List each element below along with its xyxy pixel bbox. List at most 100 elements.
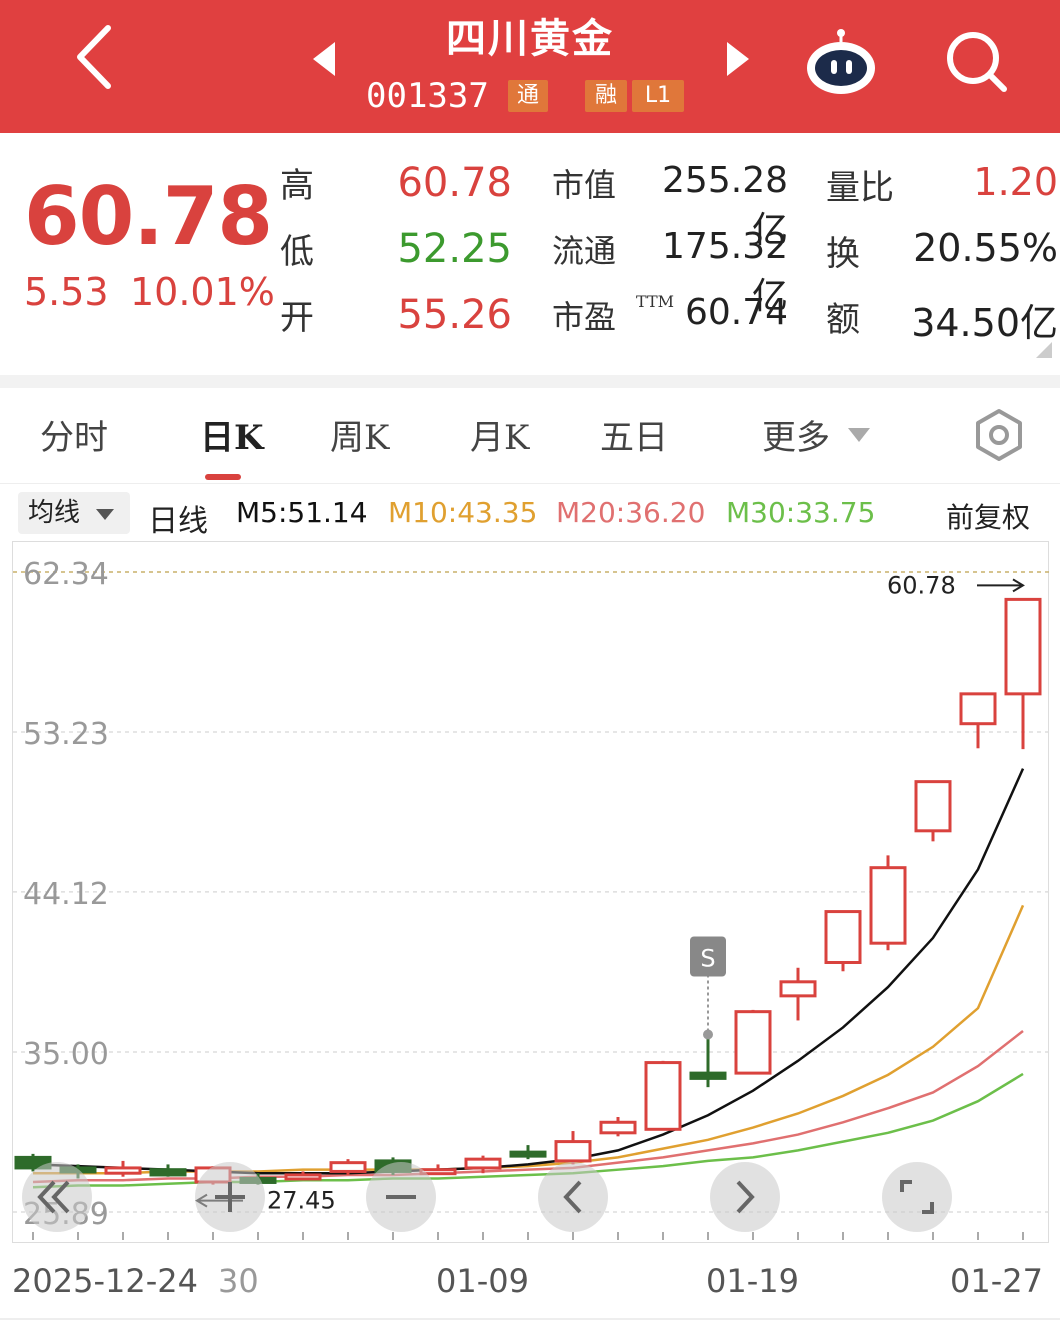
period-tabs: 分时 日K 周K 月K 五日 更多 <box>0 388 1060 484</box>
zoom-in-button[interactable] <box>195 1162 265 1232</box>
turnover-value: 20.55% <box>913 226 1058 270</box>
x-label-start: 2025-12-24 <box>12 1262 198 1300</box>
high-value: 60.78 <box>397 160 512 206</box>
mcap-label: 市值 <box>552 166 617 204</box>
tab-more[interactable]: 更多 <box>762 418 830 458</box>
candle-body <box>914 780 952 833</box>
scroll-start-button[interactable] <box>22 1162 92 1232</box>
tag-rong: 融 <box>585 80 627 112</box>
candle-body <box>284 1173 322 1181</box>
x-label-0119: 01-19 <box>706 1262 799 1300</box>
signal-badge <box>690 936 726 977</box>
candle-body <box>644 1061 682 1131</box>
caret-down-icon <box>96 508 115 520</box>
mcap-value: 255.28亿 <box>662 160 788 251</box>
adjust-mode[interactable]: 前复权 <box>946 501 1031 534</box>
minus-icon <box>386 1195 416 1199</box>
low-label: 低 <box>280 232 314 272</box>
double-chevron-left-icon <box>37 1180 70 1214</box>
scroll-left-button[interactable] <box>538 1162 608 1232</box>
pe-label: 市盈 <box>552 298 617 336</box>
expand-corner-icon[interactable] <box>1036 342 1052 358</box>
fullscreen-button[interactable] <box>882 1162 952 1232</box>
divider <box>0 375 1060 388</box>
float-value: 175.32亿 <box>662 226 788 317</box>
amount-label: 额 <box>826 300 860 340</box>
max-arrow-head <box>1012 578 1025 593</box>
high-label: 高 <box>280 166 314 206</box>
settings-icon[interactable] <box>974 408 1024 462</box>
volume-ratio-label: 量比 <box>826 168 894 208</box>
amount-value: 34.50亿 <box>911 301 1058 345</box>
next-stock-icon[interactable] <box>727 42 749 76</box>
search-icon[interactable] <box>943 28 1009 94</box>
tab-five-day[interactable]: 五日 <box>600 418 668 458</box>
ma-selector[interactable]: 均线 <box>18 492 130 534</box>
fullscreen-icon <box>900 1180 934 1214</box>
scroll-right-button[interactable] <box>710 1162 780 1232</box>
zoom-out-button[interactable] <box>366 1162 436 1232</box>
candle-body <box>104 1166 142 1175</box>
min-price-label: 27.45 <box>267 1187 336 1215</box>
y-tick-label: 35.00 <box>23 1037 109 1072</box>
candle-body <box>869 866 907 945</box>
y-tick-label: 62.34 <box>23 557 109 592</box>
bottom-divider <box>0 1318 1060 1320</box>
stock-name: 四川黄金 <box>446 16 614 62</box>
candle-body <box>1004 597 1042 696</box>
signal-dot <box>703 1029 713 1040</box>
ma5-value: M5:51.14 <box>236 496 368 529</box>
tab-weekly-k[interactable]: 周K <box>330 418 390 458</box>
m20-line <box>32 1029 1024 1184</box>
chevron-left-icon <box>563 1180 582 1214</box>
x-label-0109: 01-09 <box>436 1262 529 1300</box>
m10-line <box>33 904 1025 1175</box>
stock-code: 001337 <box>366 76 489 116</box>
tab-daily-k[interactable]: 日K <box>200 418 264 458</box>
x-label-30: 30 <box>218 1262 259 1300</box>
open-value: 55.26 <box>397 292 512 338</box>
candle-body <box>959 692 997 726</box>
active-tab-indicator <box>205 474 241 480</box>
ma-selector-label: 均线 <box>28 498 81 528</box>
top-bar: 四川黄金 001337 通 融 L1 <box>0 0 1060 133</box>
pe-ttm-label: TTM <box>636 292 675 311</box>
ma30-value: M30:33.75 <box>726 496 876 529</box>
ma20-value: M20:36.20 <box>556 496 706 529</box>
candle-body <box>509 1150 547 1158</box>
open-label: 开 <box>280 298 314 338</box>
ma-kind: 日线 <box>148 504 208 539</box>
tag-tong: 通 <box>508 80 548 112</box>
plus-icon <box>215 1182 245 1212</box>
candle-body <box>599 1120 637 1135</box>
candle-body <box>149 1168 187 1177</box>
candle-body <box>824 910 862 964</box>
candle-body <box>734 1010 772 1075</box>
max-price-label: 60.78 <box>887 571 956 599</box>
tab-intraday[interactable]: 分时 <box>40 418 108 458</box>
last-price: 60.78 <box>24 170 273 263</box>
volume-ratio-value: 1.20 <box>973 160 1058 204</box>
turnover-label: 换 <box>826 234 860 274</box>
x-label-0127: 01-27 <box>950 1262 1043 1300</box>
quote-panel <box>0 133 1060 375</box>
robot-icon[interactable] <box>803 26 879 96</box>
prev-stock-icon[interactable] <box>313 42 335 76</box>
float-label: 流通 <box>552 232 617 270</box>
y-tick-label: 53.23 <box>23 717 109 752</box>
ma10-value: M10:43.35 <box>388 496 538 529</box>
candle-body <box>329 1161 367 1173</box>
ma-legend: 均线 日线 M5:51.14 M10:43.35 M20:36.20 M30:3… <box>0 486 1060 542</box>
tag-l1: L1 <box>632 80 684 112</box>
chevron-down-icon[interactable] <box>848 428 870 442</box>
candle-body <box>464 1157 502 1170</box>
tab-monthly-k[interactable]: 月K <box>470 418 530 458</box>
price-change-pct: 10.01% <box>130 270 275 314</box>
candle-body <box>554 1140 592 1163</box>
y-tick-label: 44.12 <box>23 877 109 912</box>
candle-body <box>689 1071 727 1080</box>
back-icon[interactable] <box>66 22 126 92</box>
price-change: 5.53 <box>24 270 109 314</box>
chevron-right-icon <box>736 1180 755 1214</box>
